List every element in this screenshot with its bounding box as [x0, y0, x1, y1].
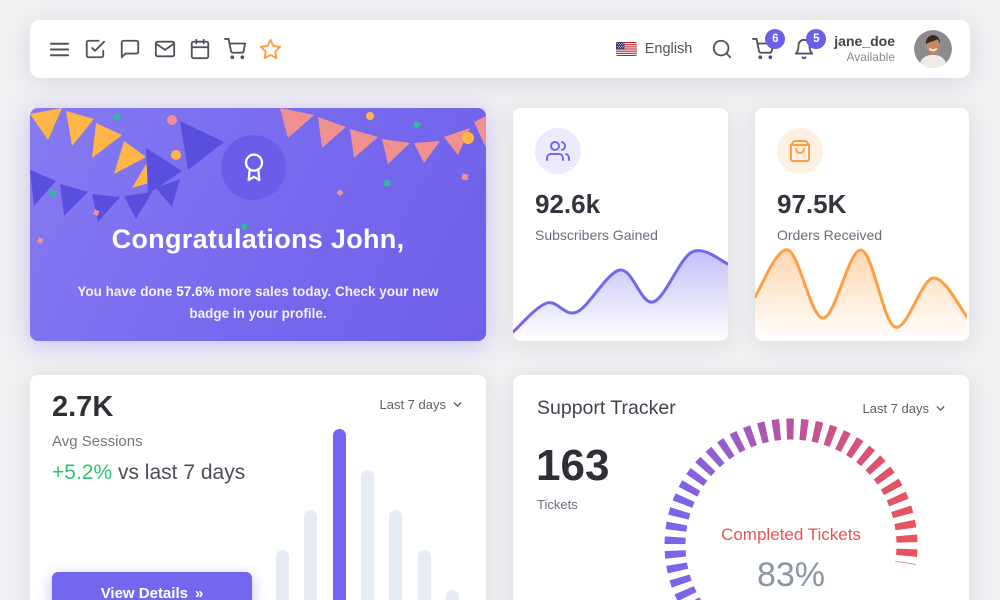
- message-square-icon[interactable]: [119, 38, 141, 60]
- session-bar: [304, 509, 318, 600]
- navbar-right: English 6 5 jane_doe Available: [615, 29, 952, 68]
- session-bar: [417, 550, 431, 600]
- user-name: jane_doe: [834, 33, 895, 50]
- confetti-decoration: [30, 108, 486, 245]
- orders-value: 97.5K: [777, 189, 847, 219]
- tickets-value: 163: [536, 441, 610, 490]
- sessions-bar-chart: [276, 429, 459, 600]
- orders-received-card: 97.5K Orders Received: [755, 108, 969, 341]
- session-bar: [332, 429, 346, 600]
- completed-tickets-gauge-chart: [664, 418, 918, 600]
- check-square-icon[interactable]: [84, 38, 106, 60]
- congrats-message: You have done 57.6% more sales today. Ch…: [77, 284, 439, 321]
- support-tracker-card: Support Tracker Last 7 days 163 Tickets …: [513, 375, 969, 600]
- star-icon[interactable]: [259, 38, 282, 61]
- language-label: English: [644, 41, 693, 57]
- double-arrow-icon: »: [194, 584, 204, 600]
- avg-sessions-value: 2.7K: [52, 391, 114, 423]
- completed-tickets-percent: 83%: [756, 556, 826, 594]
- us-flag-icon: [615, 42, 637, 56]
- congratulations-card: Congratulations John, You have done 57.6…: [30, 108, 486, 341]
- tickets-label: Tickets: [537, 497, 578, 512]
- mail-icon[interactable]: [154, 38, 176, 60]
- users-icon: [535, 128, 581, 174]
- cart-button[interactable]: 6: [752, 29, 786, 60]
- chevron-down-icon: [936, 406, 945, 411]
- subscribers-label: Subscribers Gained: [535, 227, 658, 243]
- shopping-cart-icon[interactable]: [224, 38, 246, 60]
- subscribers-sparkline-chart: [513, 249, 728, 341]
- award-badge-circle: [221, 135, 286, 200]
- subscribers-gained-card: 92.6k Subscribers Gained: [513, 108, 728, 341]
- avg-sessions-delta: +5.2% vs last 7 days: [52, 461, 246, 484]
- orders-sparkline-chart: [755, 248, 967, 341]
- award-icon: [244, 153, 263, 181]
- avatar[interactable]: [914, 30, 952, 68]
- avg-sessions-label: Avg Sessions: [52, 433, 143, 450]
- user-status: Available: [846, 50, 895, 65]
- session-bar: [445, 590, 459, 600]
- completed-tickets-label: Completed Tickets: [721, 525, 861, 544]
- view-details-button[interactable]: View Details »: [52, 572, 252, 600]
- shopping-cart-icon: [752, 38, 775, 60]
- language-selector[interactable]: English: [615, 41, 693, 57]
- session-bar: [360, 470, 374, 600]
- sessions-period-dropdown[interactable]: Last 7 days: [380, 397, 465, 412]
- congrats-title: Congratulations John,: [111, 224, 405, 254]
- menu-icon[interactable]: [48, 38, 71, 61]
- user-menu[interactable]: jane_doe Available: [834, 32, 895, 66]
- subscribers-value: 92.6k: [535, 189, 601, 219]
- support-period-dropdown[interactable]: Last 7 days: [863, 401, 948, 416]
- shopping-bag-icon: [777, 128, 823, 174]
- notifications-badge: 5: [806, 29, 827, 49]
- top-navbar: English 6 5 jane_doe Available: [30, 20, 970, 78]
- notifications-button[interactable]: 5: [793, 29, 827, 60]
- search-icon[interactable]: [711, 38, 733, 60]
- session-bar: [276, 550, 289, 600]
- chevron-down-icon: [453, 402, 462, 407]
- congrats-highlight: 57.6%: [176, 284, 215, 299]
- cart-badge: 6: [765, 29, 786, 49]
- support-tracker-title: Support Tracker: [537, 397, 676, 419]
- navbar-left-icons: [48, 38, 282, 61]
- calendar-icon[interactable]: [189, 38, 211, 60]
- orders-label: Orders Received: [777, 227, 883, 243]
- session-bar: [389, 509, 403, 600]
- bell-icon: [795, 39, 814, 60]
- avg-sessions-card: 2.7K Avg Sessions +5.2% vs last 7 days L…: [30, 375, 486, 600]
